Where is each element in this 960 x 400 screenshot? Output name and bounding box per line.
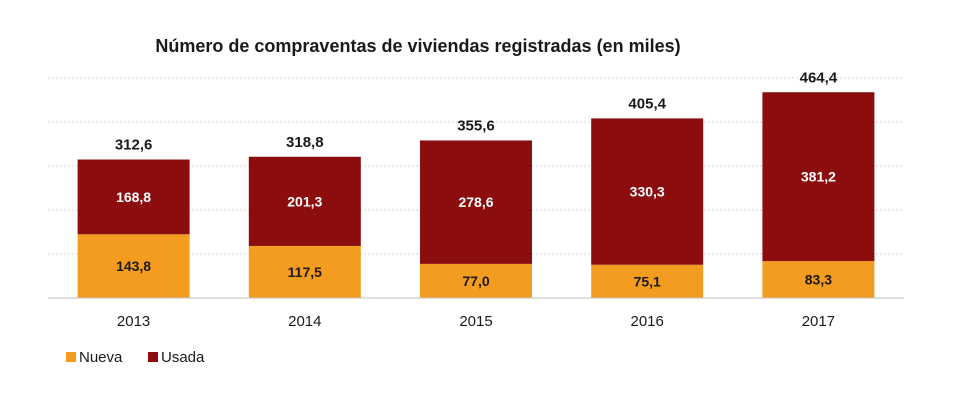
bar-usada-2016 bbox=[591, 118, 704, 265]
data-label-nueva-2016: 75,1 bbox=[634, 273, 661, 289]
bar-nueva-2016 bbox=[591, 264, 704, 298]
x-tick-label-2016: 2016 bbox=[631, 313, 664, 330]
x-tick-label-2017: 2017 bbox=[802, 313, 835, 330]
data-label-nueva-2015: 77,0 bbox=[462, 273, 489, 289]
bar-nueva-2013 bbox=[77, 234, 190, 298]
x-tick-label-2013: 2013 bbox=[117, 313, 150, 330]
data-label-usada-2015: 278,6 bbox=[458, 194, 493, 210]
data-label-nueva-2014: 117,5 bbox=[288, 264, 322, 280]
total-label-2014: 318,8 bbox=[286, 134, 324, 151]
total-label-2015: 355,6 bbox=[457, 117, 495, 134]
legend-swatch-nueva bbox=[66, 352, 76, 362]
x-tick-label-2015: 2015 bbox=[459, 313, 492, 330]
x-tick-label-2014: 2014 bbox=[288, 313, 321, 330]
chart-title: Número de compraventas de viviendas regi… bbox=[155, 36, 680, 56]
x-axis: 2013 2014 2015 2016 2017 bbox=[48, 297, 904, 330]
data-label-nueva-2013: 143,8 bbox=[116, 258, 151, 274]
data-label-usada-2016: 330,3 bbox=[630, 184, 665, 200]
data-label-usada-2013: 168,8 bbox=[116, 189, 151, 205]
total-label-2016: 405,4 bbox=[628, 95, 666, 112]
legend-label-usada: Usada bbox=[161, 349, 205, 366]
bar-nueva-2015 bbox=[420, 263, 532, 298]
bar-usada-2017 bbox=[762, 92, 875, 262]
bar-nueva-2014 bbox=[248, 245, 361, 298]
data-label-usada-2017: 381,2 bbox=[801, 169, 836, 185]
bars bbox=[77, 92, 875, 298]
bar-nueva-2017 bbox=[762, 261, 875, 298]
bar-usada-2015 bbox=[420, 140, 532, 264]
data-label-usada-2014: 201,3 bbox=[287, 193, 322, 209]
bar-usada-2014 bbox=[248, 156, 361, 246]
legend-swatch-usada bbox=[148, 352, 158, 362]
bar-usada-2013 bbox=[77, 159, 190, 235]
total-label-2017: 464,4 bbox=[800, 69, 838, 86]
legend: Nueva Usada bbox=[66, 349, 205, 366]
legend-label-nueva: Nueva bbox=[79, 349, 123, 366]
data-label-nueva-2017: 83,3 bbox=[805, 272, 832, 288]
total-label-2013: 312,6 bbox=[115, 137, 153, 154]
data-labels: 143,8 168,8 312,6 117,5 201,3 318,8 77,0 278,6 3… bbox=[115, 69, 838, 289]
